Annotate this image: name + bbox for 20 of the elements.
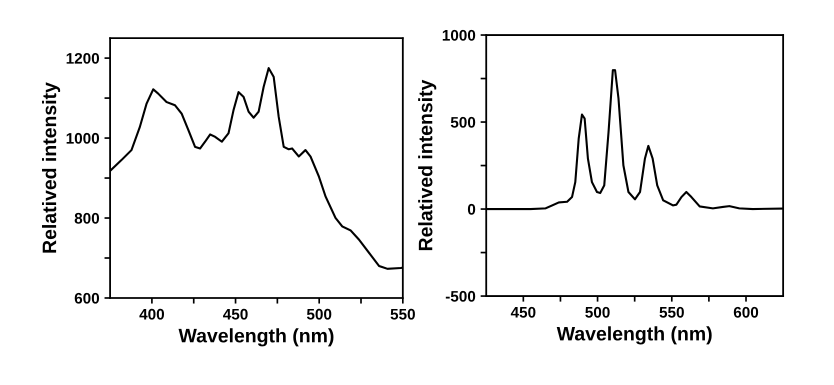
- y-tick-label: 1000: [442, 30, 476, 41]
- x-tick-label: 500: [306, 308, 332, 320]
- y-tick-label: 1200: [66, 52, 100, 64]
- y-axis-title: Relatived intensity: [42, 82, 60, 253]
- x-tick-label: 550: [390, 308, 415, 320]
- x-axis-title: Wavelength (nm): [556, 326, 712, 344]
- x-tick-label: 400: [139, 308, 164, 320]
- y-tick-label: 800: [74, 212, 100, 224]
- y-tick-label: 600: [74, 292, 100, 304]
- x-tick-label: 450: [223, 308, 248, 320]
- x-tick-label: 450: [510, 306, 536, 318]
- y-tick-label: -500: [446, 290, 476, 302]
- y-tick-label: 0: [468, 204, 476, 215]
- y-tick-label: 500: [450, 116, 476, 128]
- x-tick-label: 500: [585, 306, 610, 318]
- x-axis-title: Wavelength (nm): [178, 328, 334, 346]
- x-tick-label: 600: [734, 306, 758, 318]
- y-tick-label: 1000: [66, 132, 100, 144]
- x-tick-label: 550: [660, 306, 684, 318]
- y-axis-title: Relatived intensity: [418, 80, 436, 250]
